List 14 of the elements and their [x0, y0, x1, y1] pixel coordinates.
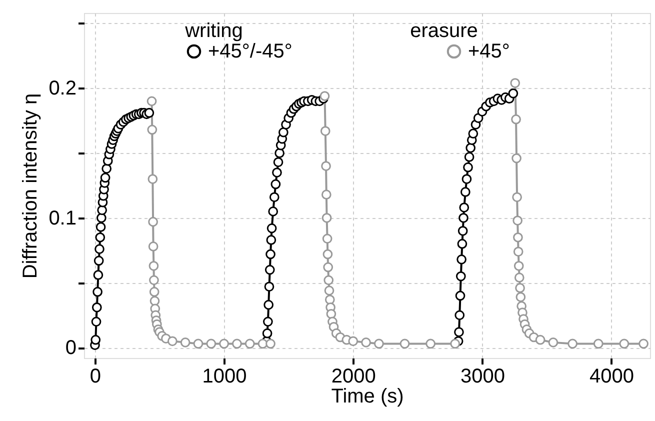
annotation: writing: [184, 20, 243, 42]
x-tick-label: 4000: [590, 366, 634, 388]
y-tick-label: 0: [65, 337, 76, 360]
x-tick-label: 0: [90, 366, 102, 388]
x-tick-label: 2000: [331, 366, 376, 388]
y-axis-title: Diffraction intensity η: [20, 93, 42, 279]
x-axis-title: Time (s): [331, 386, 404, 408]
x-tick-label: 1000: [202, 366, 247, 388]
y-tick-label: 0.1: [48, 207, 76, 230]
annotation: erasure: [410, 20, 478, 42]
x-tick-label: 3000: [460, 366, 505, 388]
legend-label: +45°: [468, 40, 510, 62]
y-tick-label: 0.2: [48, 78, 76, 100]
legend-label: +45°/-45°: [208, 40, 292, 62]
